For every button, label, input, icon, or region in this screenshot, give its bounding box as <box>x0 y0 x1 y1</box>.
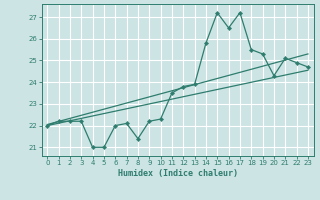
X-axis label: Humidex (Indice chaleur): Humidex (Indice chaleur) <box>118 169 237 178</box>
